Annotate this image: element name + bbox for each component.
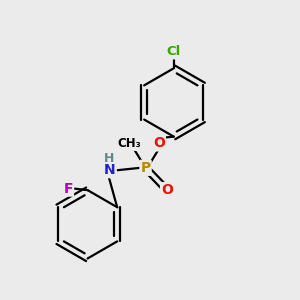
Text: O: O	[153, 136, 165, 151]
Text: CH₃: CH₃	[117, 137, 141, 150]
Text: O: O	[161, 183, 173, 197]
Text: H: H	[104, 152, 115, 165]
Text: N: N	[104, 163, 116, 177]
Text: Cl: Cl	[167, 45, 181, 58]
Text: P: P	[140, 161, 151, 175]
Text: F: F	[64, 182, 73, 196]
